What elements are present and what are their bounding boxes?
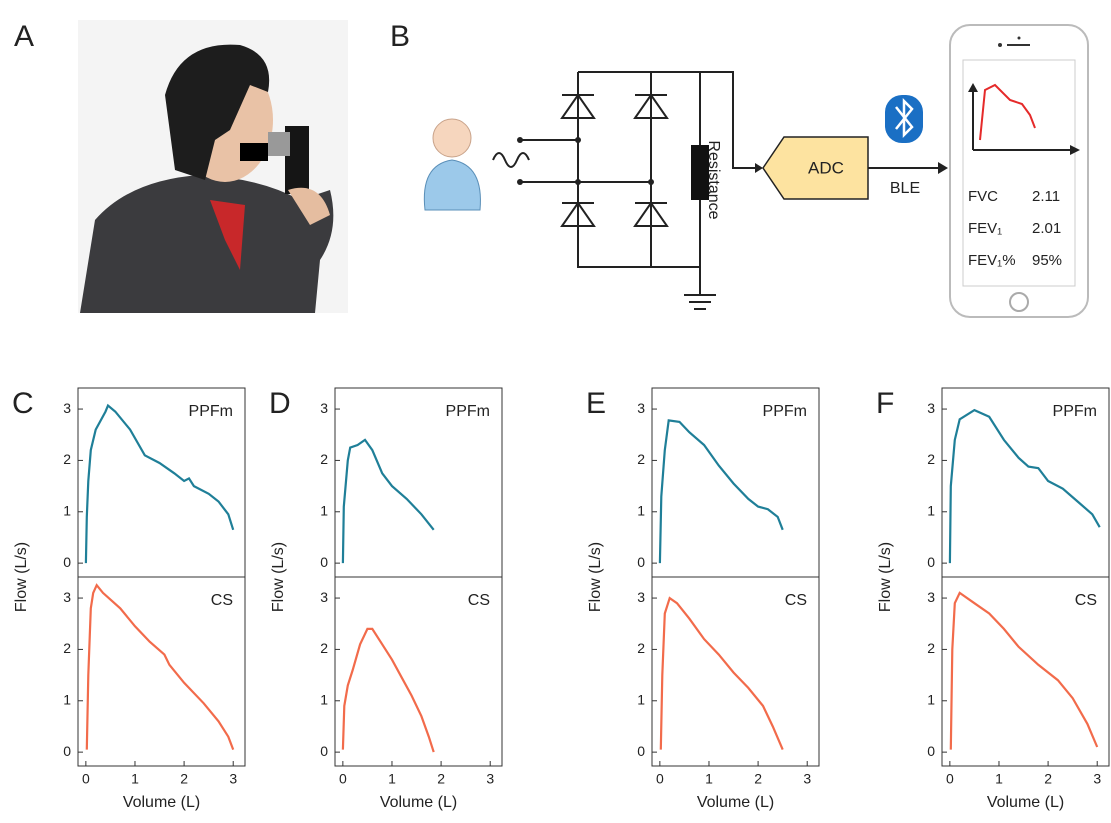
y-tick-label: 1 [637,691,645,707]
x-tick-label: 1 [131,771,139,787]
x-tick-label: 3 [803,771,811,787]
y-tick-label: 2 [637,451,645,467]
reading-name: FEV₁ [968,220,1002,237]
y-tick-label: 1 [63,691,71,707]
y-tick-label: 3 [637,589,645,605]
y-tick-label: 1 [927,502,935,518]
series-label: PPFm [189,403,233,420]
series-label: CS [211,592,233,609]
x-axis-label: Volume (L) [987,794,1064,811]
series-label: CS [785,592,807,609]
y-tick-label: 1 [63,502,71,518]
person-icon [424,119,480,210]
y-tick-label: 3 [63,400,71,416]
x-tick-label: 0 [82,771,90,787]
data-line [87,585,233,749]
phone [950,25,1088,317]
figure: A B Resistance ADC BLE FVC2.11FEV₁2.01FE… [0,0,1111,818]
series-label: CS [1075,592,1097,609]
y-tick-label: 0 [320,743,328,759]
x-tick-label: 2 [180,771,188,787]
y-tick-label: 2 [320,451,328,467]
y-tick-label: 3 [320,589,328,605]
y-tick-label: 3 [63,589,71,605]
y-tick-label: 0 [637,554,645,570]
y-tick-label: 0 [63,554,71,570]
photo [78,20,348,313]
reading-name: FEV₁% [968,252,1016,269]
series-label: PPFm [446,403,490,420]
y-tick-label: 3 [637,400,645,416]
y-tick-label: 0 [637,743,645,759]
x-axis-label: Volume (L) [697,794,774,811]
adc-label: ADC [808,158,844,177]
y-tick-label: 2 [63,640,71,656]
y-tick-label: 3 [320,400,328,416]
y-tick-label: 1 [320,691,328,707]
data-line [951,593,1097,750]
panel-label: B [390,20,410,53]
x-axis-label: Volume (L) [380,794,457,811]
ble-label: BLE [890,180,920,197]
series-label: PPFm [1053,403,1097,420]
y-tick-label: 3 [927,589,935,605]
x-tick-label: 1 [388,771,396,787]
y-tick-label: 2 [927,640,935,656]
y-axis-label: Flow (L/s) [13,542,30,612]
data-line [86,406,233,564]
y-tick-label: 2 [320,640,328,656]
y-tick-label: 1 [927,691,935,707]
x-tick-label: 2 [1044,771,1052,787]
panel-label: C [12,387,34,420]
series-label: CS [468,592,490,609]
resistance-label: Resistance [705,140,722,219]
x-tick-label: 1 [705,771,713,787]
data-line [343,440,434,563]
panel-label: E [586,387,606,420]
reading-value: 2.11 [1032,188,1060,205]
data-line [660,420,783,563]
y-tick-label: 3 [927,400,935,416]
y-tick-label: 0 [927,743,935,759]
data-line [343,629,434,752]
x-tick-label: 2 [754,771,762,787]
x-tick-label: 3 [486,771,494,787]
x-axis-label: Volume (L) [123,794,200,811]
y-axis-label: Flow (L/s) [587,542,604,612]
reading-value: 95% [1032,252,1062,269]
data-line [661,598,783,750]
x-tick-label: 0 [339,771,347,787]
x-tick-label: 3 [229,771,237,787]
y-tick-label: 0 [927,554,935,570]
reading-value: 2.01 [1032,220,1061,237]
y-tick-label: 2 [927,451,935,467]
y-axis-label: Flow (L/s) [877,542,894,612]
y-tick-label: 2 [637,640,645,656]
x-tick-label: 0 [946,771,954,787]
panel-label: A [14,20,34,53]
reading-name: FVC [968,188,998,205]
y-axis-label: Flow (L/s) [270,542,287,612]
y-tick-label: 2 [63,451,71,467]
panel-label: D [269,387,291,420]
y-tick-label: 1 [637,502,645,518]
x-tick-label: 1 [995,771,1003,787]
series-label: PPFm [763,403,807,420]
y-tick-label: 0 [320,554,328,570]
x-tick-label: 2 [437,771,445,787]
data-line [950,410,1100,563]
y-tick-label: 0 [63,743,71,759]
x-tick-label: 3 [1093,771,1101,787]
x-tick-label: 0 [656,771,664,787]
y-tick-label: 1 [320,502,328,518]
panel-label: F [876,387,894,420]
